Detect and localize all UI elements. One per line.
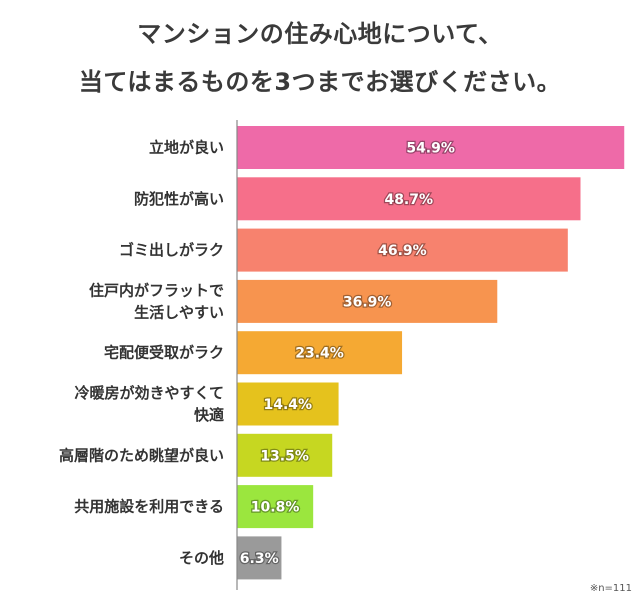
bar-1 [237, 177, 581, 221]
category-label-7-0: 共用施設を利用できる [74, 498, 224, 516]
category-label-3-0: 住戸内がフラットで [89, 281, 224, 299]
bar-8 [237, 536, 282, 580]
value-label-4: 23.4% [295, 346, 344, 362]
category-label-0-0: 立地が良い [149, 139, 224, 157]
chart-title-line-2: 当てはまるものを3つまでお選びください。 [78, 68, 562, 96]
category-label-5-0: 冷暖房が効きやすくて [74, 384, 224, 402]
bar-0 [237, 126, 625, 169]
bar-2 [237, 228, 568, 272]
value-label-3: 36.9% [343, 294, 392, 310]
bar-4 [237, 331, 403, 375]
bar-3 [237, 279, 498, 323]
category-label-6-0: 高層階のため眺望が良い [59, 446, 224, 464]
value-label-0: 54.9% [406, 141, 455, 157]
category-label-8-0: その他 [179, 549, 224, 567]
category-label-4-0: 宅配便受取がラク [104, 344, 224, 362]
bar-7 [237, 485, 314, 529]
value-label-1: 48.7% [384, 192, 433, 208]
value-label-6: 13.5% [260, 448, 309, 464]
category-label-3-1: 生活しやすい [134, 303, 224, 321]
bar-6 [237, 433, 333, 477]
value-label-7: 10.8% [251, 500, 300, 516]
bar-5 [237, 382, 339, 426]
value-label-5: 14.4% [263, 397, 312, 413]
category-label-2-0: ゴミ出しがラク [119, 241, 224, 259]
value-label-2: 46.9% [378, 243, 427, 259]
category-label-5-1: 快適 [194, 406, 224, 424]
chart-title-line-1: マンションの住み心地について、 [137, 20, 503, 48]
value-label-8: 6.3% [240, 551, 279, 567]
sample-size-note: ※n=111 [589, 583, 632, 594]
category-label-1-0: 防犯性が高い [134, 190, 224, 208]
